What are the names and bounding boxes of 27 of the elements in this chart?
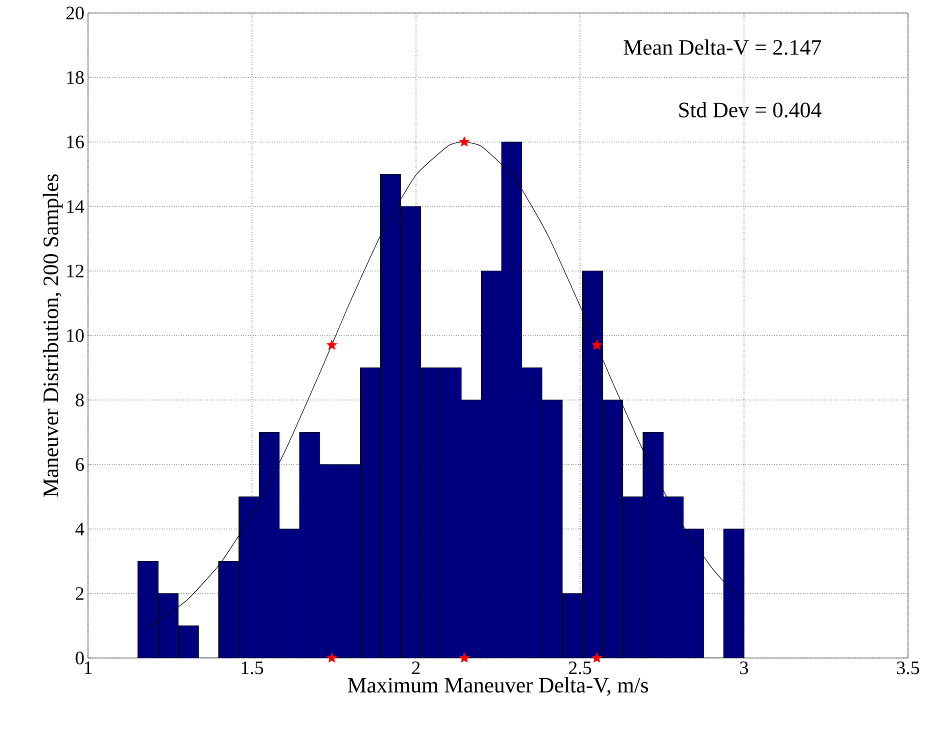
y-tick-label: 20 xyxy=(66,6,84,20)
point xyxy=(326,340,336,350)
y-tick-label: 0 xyxy=(76,652,84,664)
y-tick-label: 10 xyxy=(67,329,84,342)
y-tick-label: 14 xyxy=(67,200,84,213)
x-tick-label: 2.5 xyxy=(569,662,592,674)
x-tick-label: 3.5 xyxy=(897,662,920,674)
annotation: Std Dev = 0.404 xyxy=(679,102,822,118)
point xyxy=(459,137,469,146)
point xyxy=(459,653,469,662)
y-tick-label: 16 xyxy=(67,136,84,148)
x-tick-label: 1.5 xyxy=(242,662,264,674)
point xyxy=(592,340,602,350)
y-axis-title: Maneuver Distribution, 200 Samples xyxy=(42,174,63,497)
y-tick-label: 2 xyxy=(76,587,84,600)
x-tick-label: 3 xyxy=(740,662,748,674)
point xyxy=(592,653,602,662)
y-tick-label: 4 xyxy=(75,522,84,536)
x-tick-label: 1 xyxy=(84,662,92,674)
point xyxy=(326,653,336,662)
y-tick-label: 18 xyxy=(67,71,84,84)
annotation: Mean Delta-V = 2.147 xyxy=(624,39,822,55)
x-axis-title: Maximum Maneuver Delta-V, m/s xyxy=(348,677,648,696)
y-tick-label: 6 xyxy=(76,458,84,471)
y-tick-label: 12 xyxy=(67,264,84,278)
y-tick-label: 8 xyxy=(76,394,84,406)
x-tick-label: 2 xyxy=(412,662,420,674)
